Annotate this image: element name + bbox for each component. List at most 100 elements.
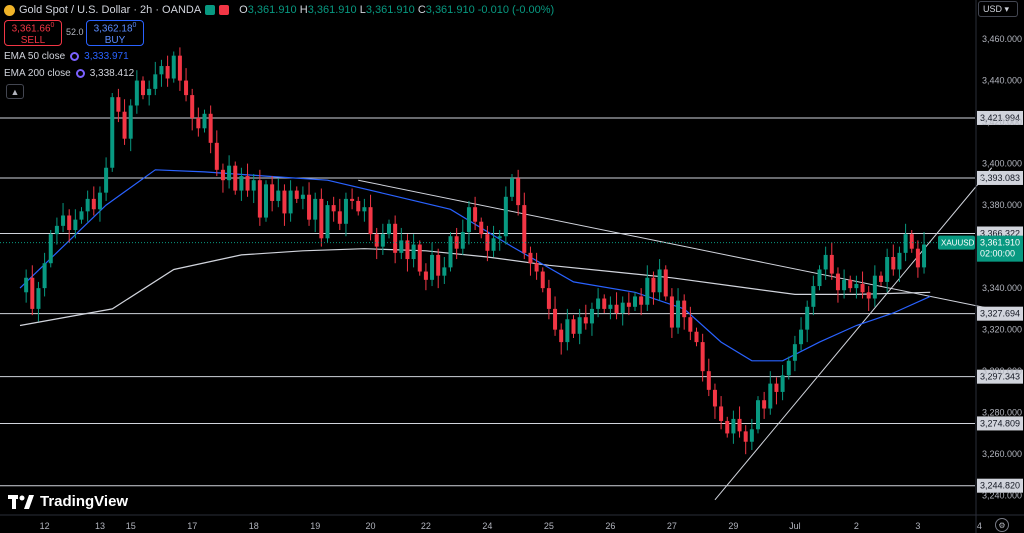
candle — [85, 190, 90, 222]
candle — [559, 323, 564, 355]
candle — [749, 418, 754, 451]
candle-body — [743, 431, 748, 442]
candle-body — [725, 420, 730, 434]
candle — [725, 416, 730, 438]
candle — [743, 425, 748, 455]
y-tick-label: 3,400.000 — [982, 159, 1022, 169]
level-price-tag — [977, 416, 1023, 431]
x-tick-label: 4 — [977, 521, 982, 531]
candle-body — [546, 288, 551, 309]
candle — [602, 294, 607, 314]
x-tick-label: 25 — [544, 521, 554, 531]
candle — [190, 88, 195, 131]
y-tick-label: 3,320.000 — [982, 325, 1022, 335]
candle — [405, 234, 410, 272]
candle — [657, 259, 662, 301]
candle — [282, 184, 287, 226]
candle — [220, 163, 225, 193]
x-tick-label: 29 — [728, 521, 738, 531]
ema-settings-icon[interactable] — [70, 52, 80, 61]
candle — [866, 286, 871, 311]
candle — [448, 232, 453, 272]
chart-header: Gold Spot / U.S. Dollar · 2h · OANDA O3,… — [4, 2, 554, 18]
candle — [473, 196, 478, 231]
candle-body — [245, 176, 250, 191]
candle-body — [897, 252, 902, 270]
x-tick-label: 17 — [187, 521, 197, 531]
candle — [159, 59, 164, 87]
candle-body — [768, 383, 773, 409]
candle — [583, 304, 588, 330]
candle — [202, 109, 207, 133]
candle — [546, 279, 551, 320]
sell-button[interactable]: 3,361.660 SELL — [4, 20, 62, 46]
candle-body — [104, 167, 109, 193]
candle-body — [559, 329, 564, 343]
candle-body — [54, 225, 59, 235]
candle-body — [792, 344, 797, 361]
ema-200-legend[interactable]: EMA 200 close 3,338.412 — [4, 68, 135, 79]
last-price-label: 3,361.910 — [980, 238, 1020, 248]
candle — [817, 265, 822, 291]
candle — [712, 383, 717, 419]
candle — [528, 246, 533, 276]
candle-body — [473, 207, 478, 222]
candle-body — [220, 169, 225, 181]
candle-body — [85, 198, 90, 212]
candle-body — [528, 252, 533, 264]
candle — [362, 198, 367, 222]
candle — [485, 225, 490, 262]
x-tick-label: 27 — [667, 521, 677, 531]
buy-button[interactable]: 3,362.180 BUY — [86, 20, 144, 46]
candle — [497, 230, 502, 251]
candle — [491, 225, 496, 257]
candle-body — [577, 317, 582, 334]
symbol-tag: XAUUSD — [941, 239, 975, 248]
candle-body — [399, 240, 404, 253]
candle-body — [147, 88, 152, 96]
session-icon — [219, 5, 230, 15]
symbol-title[interactable]: Gold Spot / U.S. Dollar · 2h · OANDA — [19, 4, 202, 16]
candle-body — [534, 263, 539, 272]
candle-body — [645, 277, 650, 305]
candle-body — [307, 194, 312, 220]
candle-body — [91, 198, 96, 210]
chevron-up-icon[interactable]: ▲ — [6, 84, 24, 99]
candle-body — [417, 244, 422, 272]
price-axis: 3,460.000 3,440.000 3,420.000 3,400.000 3,38… — [975, 0, 1022, 533]
candle-body — [922, 244, 927, 268]
candle-body — [73, 219, 78, 231]
candle-body — [633, 296, 637, 307]
candle — [331, 196, 336, 222]
x-tick-label: 24 — [482, 521, 492, 531]
candle-body — [688, 317, 693, 332]
candle-body — [128, 105, 133, 139]
currency-button[interactable]: USD ▾ — [978, 1, 1018, 17]
candle — [436, 248, 441, 289]
last-price-tag — [977, 235, 1023, 262]
candle-body — [565, 319, 570, 343]
candle-body — [780, 375, 785, 392]
settings-icon[interactable]: ⚙ — [995, 518, 1009, 532]
candle-body — [159, 66, 164, 75]
candle-body — [479, 221, 484, 235]
candle-body — [712, 389, 717, 407]
level-price-label: 3,297.343 — [980, 372, 1020, 382]
candle-body — [171, 55, 176, 79]
candle-body — [522, 205, 527, 253]
candle — [79, 207, 84, 224]
candle-body — [239, 176, 244, 191]
candle — [104, 157, 109, 201]
candle — [227, 155, 232, 189]
candle-body — [589, 308, 594, 324]
level-price-label: 3,274.809 — [980, 418, 1020, 428]
candle — [393, 215, 398, 264]
ema-50-legend[interactable]: EMA 50 close 3,333.971 — [4, 51, 129, 62]
x-tick-label: 20 — [366, 521, 376, 531]
y-tick-label: 3,280.000 — [982, 408, 1022, 418]
candle — [706, 358, 711, 397]
x-tick-label: 18 — [249, 521, 259, 531]
candle — [276, 178, 281, 208]
ema-settings-icon[interactable] — [75, 69, 85, 78]
